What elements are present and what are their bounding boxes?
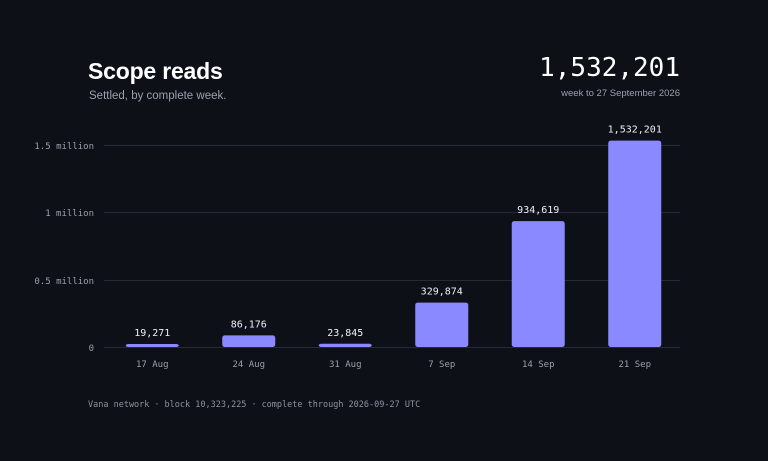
y-tick-label: 1.5 million <box>34 142 94 152</box>
bar-value-label: 329,874 <box>421 287 463 298</box>
bar-value-label: 1,532,201 <box>608 125 662 136</box>
x-tick-label: 21 Sep <box>618 360 651 370</box>
footer-note: Vana network · block 10,323,225 · complete t… <box>88 400 420 410</box>
headline-value: 1,532,201 <box>539 53 680 83</box>
x-tick-label: 7 Sep <box>428 360 455 370</box>
bar-value-label: 934,619 <box>517 205 559 216</box>
y-axis-ticks: 0 0.5 million 1 million 1.5 million <box>34 142 94 354</box>
bar-value-label: 19,271 <box>134 328 170 339</box>
footer-separator: · <box>154 400 160 410</box>
y-tick-label: 0 <box>89 344 94 354</box>
footer-complete: complete through 2026-09-27 UTC <box>261 400 421 410</box>
x-tick-label: 31 Aug <box>329 360 362 370</box>
x-tick-label: 14 Sep <box>522 360 555 370</box>
bar-7-sep <box>415 302 469 347</box>
footer-separator: · <box>251 400 257 410</box>
footer-block: block 10,323,225 <box>164 400 247 410</box>
bar-value-label: 86,176 <box>231 319 267 330</box>
bar-value-label: 23,845 <box>327 328 363 339</box>
x-tick-label: 24 Aug <box>232 360 265 370</box>
x-axis-ticks: 17 Aug 24 Aug 31 Aug 7 Sep 14 Sep 21 Sep <box>136 360 651 370</box>
bar-14-sep <box>511 221 565 347</box>
y-tick-label: 0.5 million <box>34 277 94 287</box>
x-tick-label: 17 Aug <box>136 360 169 370</box>
y-tick-label: 1 million <box>45 209 94 219</box>
value-labels: 19,271 86,176 23,845 329,874 934,619 1,532,20… <box>134 125 662 339</box>
bar-31-aug <box>318 343 372 347</box>
bars <box>125 140 662 347</box>
headline-caption: week to 27 September 2026 <box>561 88 680 99</box>
page-title: Scope reads <box>88 58 223 84</box>
grid-lines <box>104 145 680 348</box>
bar-24-aug <box>222 335 276 347</box>
bar-17-aug <box>125 344 179 347</box>
bar-21-sep <box>608 140 662 347</box>
footer-network: Vana network <box>88 400 150 410</box>
page-subtitle: Settled, by complete week. <box>89 90 227 102</box>
